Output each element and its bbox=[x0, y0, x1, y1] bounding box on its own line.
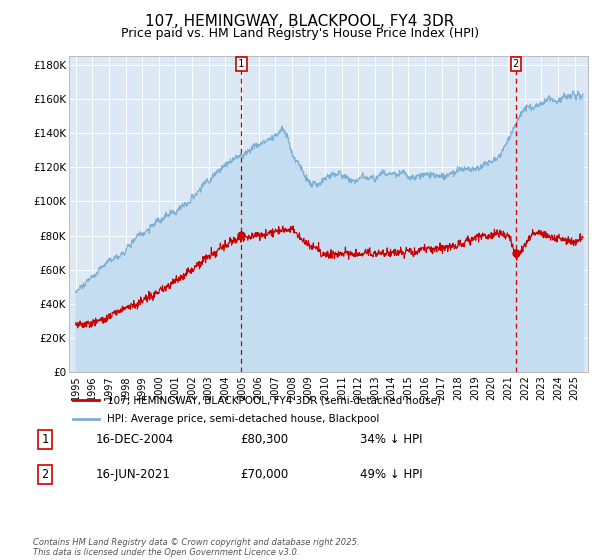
Text: 16-JUN-2021: 16-JUN-2021 bbox=[96, 468, 171, 482]
Text: Price paid vs. HM Land Registry's House Price Index (HPI): Price paid vs. HM Land Registry's House … bbox=[121, 27, 479, 40]
Text: 1: 1 bbox=[41, 433, 49, 446]
Text: 1: 1 bbox=[238, 59, 244, 69]
Text: 2: 2 bbox=[512, 59, 519, 69]
Text: 49% ↓ HPI: 49% ↓ HPI bbox=[360, 468, 422, 482]
Text: Contains HM Land Registry data © Crown copyright and database right 2025.
This d: Contains HM Land Registry data © Crown c… bbox=[33, 538, 359, 557]
Text: 107, HEMINGWAY, BLACKPOOL, FY4 3DR: 107, HEMINGWAY, BLACKPOOL, FY4 3DR bbox=[145, 14, 455, 29]
Text: HPI: Average price, semi-detached house, Blackpool: HPI: Average price, semi-detached house,… bbox=[107, 414, 379, 423]
Text: 2: 2 bbox=[41, 468, 49, 482]
Text: £80,300: £80,300 bbox=[240, 433, 288, 446]
Text: 16-DEC-2004: 16-DEC-2004 bbox=[96, 433, 174, 446]
Text: £70,000: £70,000 bbox=[240, 468, 288, 482]
Text: 34% ↓ HPI: 34% ↓ HPI bbox=[360, 433, 422, 446]
Text: 107, HEMINGWAY, BLACKPOOL, FY4 3DR (semi-detached house): 107, HEMINGWAY, BLACKPOOL, FY4 3DR (semi… bbox=[107, 395, 441, 405]
